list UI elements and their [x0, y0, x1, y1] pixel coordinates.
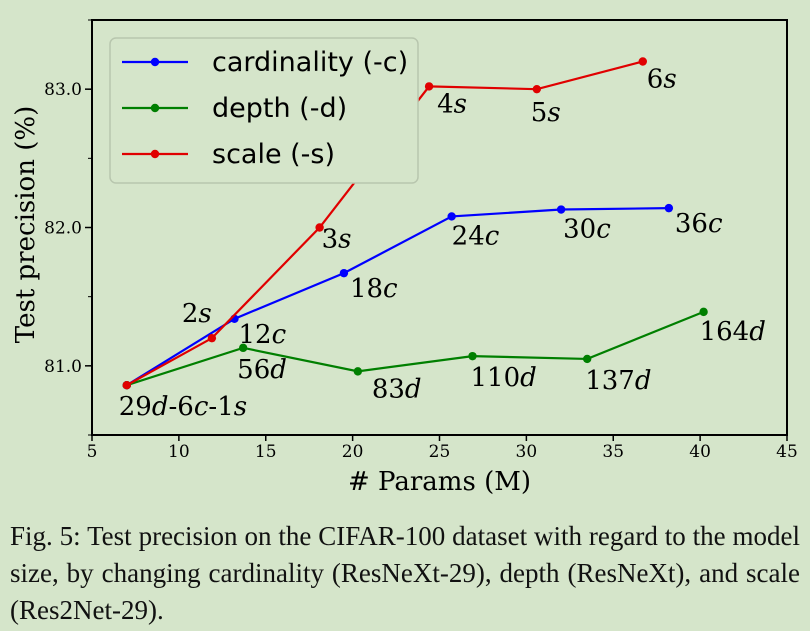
legend-label: cardinality (-c)	[212, 47, 408, 78]
x-tick-label: 25	[429, 442, 451, 462]
x-tick-label: 40	[689, 442, 711, 462]
legend-box	[109, 37, 419, 184]
x-tick-label: 45	[776, 442, 798, 462]
data-point	[238, 343, 248, 353]
data-point	[664, 203, 674, 213]
data-point	[424, 82, 434, 91]
point-label: 56d	[237, 355, 287, 385]
data-point	[353, 367, 363, 376]
y-tick-label: 83.0	[44, 80, 82, 100]
data-point	[582, 354, 592, 364]
point-label: 2s	[182, 299, 212, 329]
data-point	[532, 84, 541, 94]
y-tick-label: 82.0	[44, 219, 82, 239]
legend-label: depth (-d)	[212, 93, 347, 124]
data-point	[447, 212, 456, 221]
point-label: 83d	[372, 374, 422, 404]
data-point	[556, 205, 566, 214]
x-tick-label: 30	[516, 442, 538, 462]
legend-swatch-marker	[150, 103, 160, 113]
y-axis-label: Test precision (%)	[11, 106, 41, 343]
point-label: 18c	[350, 274, 398, 304]
point-label: 24c	[452, 221, 500, 251]
point-label: 36c	[675, 209, 723, 239]
x-tick-label: 35	[602, 442, 624, 462]
point-label: 3s	[322, 225, 352, 255]
data-point	[638, 57, 647, 66]
point-label: 110d	[471, 363, 537, 393]
origin-label: 29d-6c-1s	[119, 392, 247, 422]
series-line-0	[126, 207, 669, 387]
point-label: 5s	[531, 98, 561, 128]
x-tick-label: 20	[342, 442, 364, 462]
point-label: 30c	[563, 215, 611, 245]
x-tick-label: 10	[168, 442, 190, 462]
figure-caption: Fig. 5: Test precision on the CIFAR-100 …	[10, 521, 800, 625]
series-line-1	[126, 310, 705, 387]
data-point	[339, 268, 349, 278]
chart: 5 10 15 20 25 30 35 40 45 81.0 82.0 83.0 # Params (M…	[11, 19, 798, 497]
point-label: 164d	[700, 317, 766, 347]
point-label: 12c	[238, 320, 286, 350]
legend-label: scale (-s)	[212, 139, 335, 170]
data-point	[468, 351, 477, 361]
data-point	[122, 381, 131, 390]
x-tick-label: 5	[87, 442, 98, 462]
data-point	[315, 223, 324, 232]
legend-swatch-marker	[150, 57, 160, 67]
y-tick-label: 81.0	[44, 357, 82, 377]
data-point	[207, 333, 217, 343]
x-tick-label: 15	[255, 442, 277, 462]
legend-swatch-marker	[150, 149, 160, 159]
data-point	[699, 307, 708, 317]
x-axis-label: # Params (M)	[348, 467, 531, 497]
point-label: 4s	[437, 89, 467, 119]
point-label: 137d	[585, 366, 651, 396]
point-label: 6s	[647, 65, 677, 95]
